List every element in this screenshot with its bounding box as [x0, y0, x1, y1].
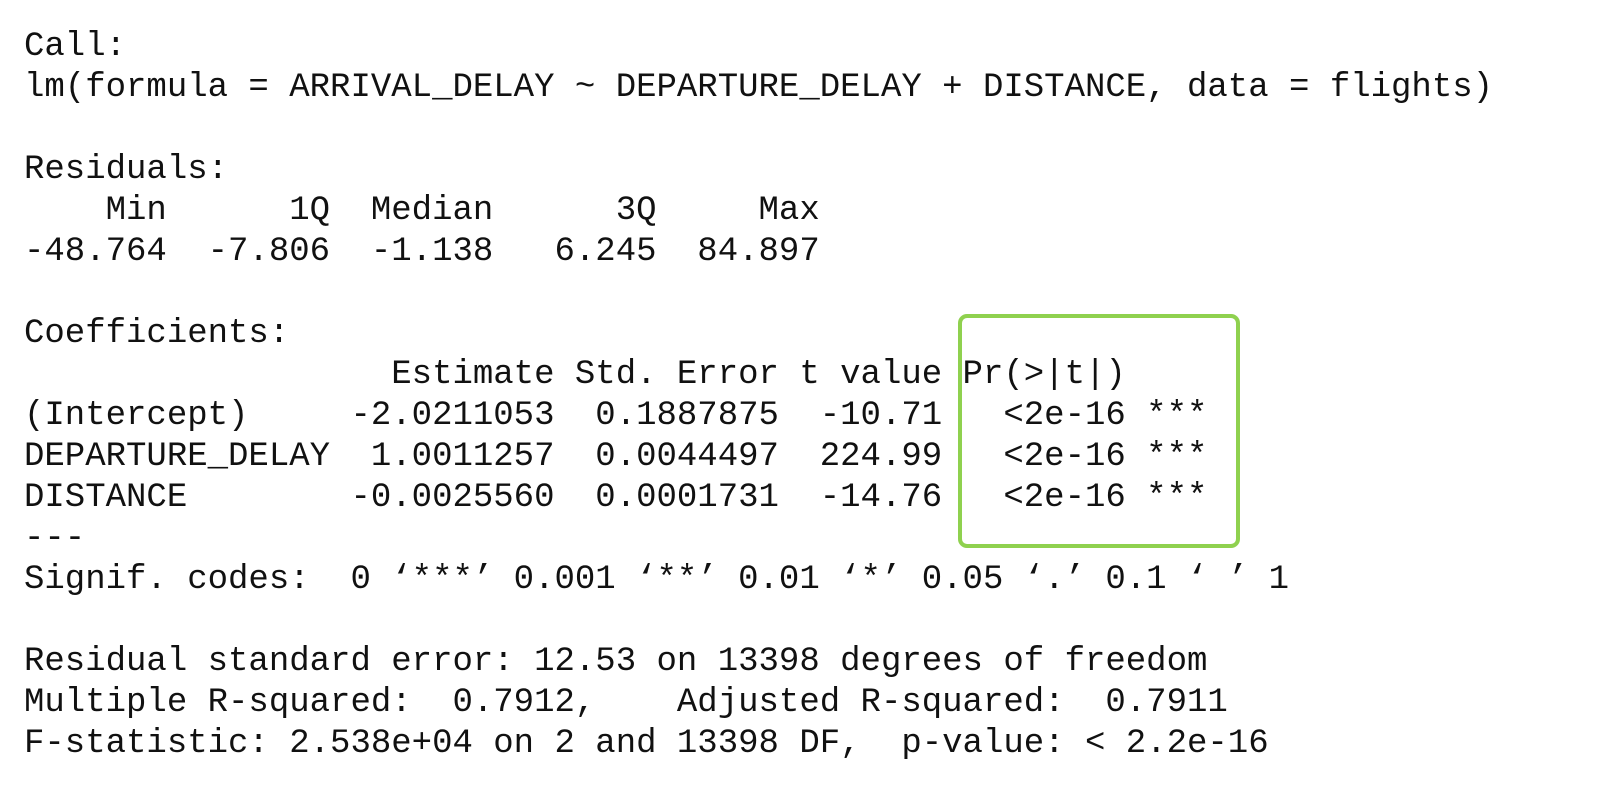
coefficient-row: DISTANCE -0.0025560 0.0001731 -14.76 <2e…	[24, 479, 1208, 517]
coefficients-label: Coefficients:	[24, 315, 290, 353]
summary-line: Residual standard error: 12.53 on 13398 …	[24, 643, 1208, 681]
coefficient-row: DEPARTURE_DELAY 1.0011257 0.0044497 224.…	[24, 438, 1208, 476]
r-output: Call: lm(formula = ARRIVAL_DELAY ~ DEPAR…	[24, 27, 1493, 765]
summary-line: F-statistic: 2.538e+04 on 2 and 13398 DF…	[24, 725, 1269, 763]
separator: ---	[24, 520, 86, 558]
call-formula: lm(formula = ARRIVAL_DELAY ~ DEPARTURE_D…	[24, 69, 1494, 107]
call-label: Call:	[24, 28, 127, 66]
blank-line	[24, 601, 1493, 642]
blank-line	[24, 109, 1493, 150]
summary-line: Multiple R-squared: 0.7912, Adjusted R-s…	[24, 684, 1228, 722]
residuals-label: Residuals:	[24, 151, 229, 189]
coefficients-header: Estimate Std. Error t value Pr(>|t|)	[24, 356, 1126, 394]
residuals-header: Min 1Q Median 3Q Max	[24, 192, 820, 230]
highlight-box	[958, 314, 1240, 548]
residuals-values: -48.764 -7.806 -1.138 6.245 84.897	[24, 233, 820, 271]
signif-codes: Signif. codes: 0 ‘***’ 0.001 ‘**’ 0.01 ‘…	[24, 561, 1290, 599]
blank-line	[24, 273, 1493, 314]
coefficient-row: (Intercept) -2.0211053 0.1887875 -10.71 …	[24, 397, 1208, 435]
